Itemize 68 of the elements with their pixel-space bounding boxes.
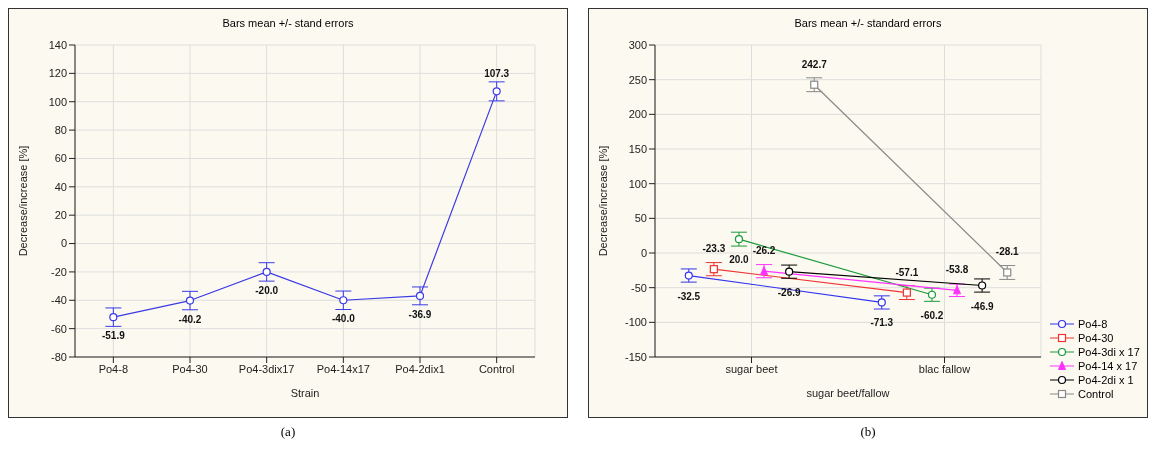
x-tick-label: Po4-3dix17 bbox=[238, 362, 295, 375]
data-label: -60.2 bbox=[920, 309, 944, 321]
data-label: 107.3 bbox=[484, 68, 510, 80]
y-tick-label: 200 bbox=[628, 108, 647, 121]
x-axis-title: Strain bbox=[290, 387, 320, 399]
point bbox=[492, 87, 501, 96]
point bbox=[109, 313, 118, 322]
y-tick-label: 50 bbox=[634, 212, 647, 225]
point bbox=[262, 267, 271, 277]
legend-label: Po4-14 x 17 bbox=[1078, 360, 1138, 372]
y-tick-label: 120 bbox=[48, 67, 67, 80]
x-axis-title: sugar beet/fallow bbox=[806, 387, 890, 399]
y-tick-label: 250 bbox=[628, 73, 647, 86]
y-tick-label: -80 bbox=[51, 350, 67, 363]
y-tick-label: 80 bbox=[54, 124, 67, 136]
x-tick-label: Po4-2dix1 bbox=[395, 362, 445, 375]
y-tick-label: -40 bbox=[51, 294, 67, 307]
y-tick-label: 60 bbox=[54, 152, 67, 165]
chart-title: Bars mean +/- standard errors bbox=[793, 16, 943, 31]
data-label: -40.0 bbox=[331, 313, 356, 325]
point bbox=[185, 296, 195, 305]
y-tick-label: -50 bbox=[631, 281, 647, 294]
data-label: 20.0 bbox=[729, 254, 750, 266]
y-tick-label: 300 bbox=[628, 38, 647, 51]
x-tick-label: Po4-30 bbox=[172, 362, 208, 375]
y-tick-label: 100 bbox=[628, 177, 647, 190]
data-label: -28.1 bbox=[995, 246, 1020, 258]
data-label: -40.2 bbox=[178, 313, 202, 325]
data-label: -71.3 bbox=[870, 317, 894, 329]
y-tick-label: 100 bbox=[48, 95, 67, 108]
data-label: -32.5 bbox=[677, 290, 701, 302]
data-label: -53.8 bbox=[945, 264, 969, 276]
x-tick-label: Po4-8 bbox=[98, 362, 129, 375]
y-tick-label: 40 bbox=[54, 180, 67, 193]
y-tick-label: 0 bbox=[640, 246, 647, 259]
x-tick-label: Control bbox=[478, 362, 515, 375]
data-label: -23.3 bbox=[702, 243, 726, 255]
text: (b) bbox=[859, 424, 877, 440]
y-axis-title: Decrease/increase [%] bbox=[596, 145, 609, 257]
chart-title: Bars mean +/- stand errors bbox=[221, 16, 355, 31]
legend-label: Po4-8 bbox=[1078, 318, 1108, 330]
legend-label: Po4-3di x 17 bbox=[1078, 346, 1140, 358]
data-label: -26.9 bbox=[777, 286, 801, 298]
data-label: -26.2 bbox=[752, 245, 776, 257]
legend-label: Po4-2di x 1 bbox=[1078, 374, 1134, 386]
y-tick-label: 0 bbox=[60, 237, 67, 250]
point bbox=[339, 296, 348, 305]
data-label: -51.9 bbox=[101, 330, 126, 342]
x-tick-label: blac fallow bbox=[918, 362, 971, 375]
y-tick-label: 150 bbox=[628, 142, 647, 155]
data-label: -36.9 bbox=[408, 308, 432, 320]
data-label: 242.7 bbox=[801, 58, 828, 70]
y-axis-title: Decrease/increase [%] bbox=[16, 145, 29, 257]
x-tick-label: Po4-14x17 bbox=[316, 362, 370, 375]
y-tick-label: -100 bbox=[624, 316, 647, 329]
y-tick-label: -150 bbox=[624, 350, 647, 363]
y-tick-label: 20 bbox=[54, 209, 67, 222]
text: (a) bbox=[279, 424, 297, 440]
legend-label: Control bbox=[1078, 388, 1114, 400]
y-tick-label: -60 bbox=[51, 322, 67, 335]
y-tick-label: 140 bbox=[48, 38, 67, 51]
y-tick-label: -20 bbox=[51, 265, 67, 278]
x-tick-label: sugar beet bbox=[725, 362, 778, 375]
data-label: -46.9 bbox=[970, 300, 994, 312]
point bbox=[415, 291, 425, 300]
legend-label: Po4-30 bbox=[1078, 332, 1114, 344]
data-label: -57.1 bbox=[895, 266, 919, 278]
data-label: -20.0 bbox=[255, 284, 279, 296]
